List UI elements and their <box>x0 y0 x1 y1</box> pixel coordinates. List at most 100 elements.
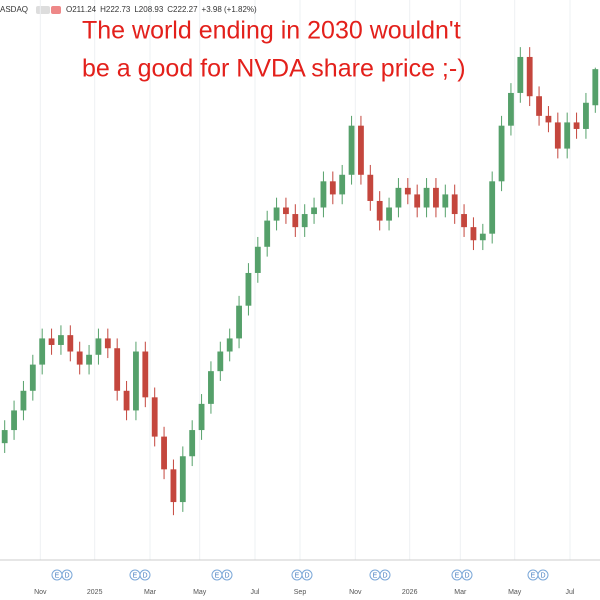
flag-icon <box>36 6 50 14</box>
candle-body <box>114 348 121 391</box>
candle-body <box>489 181 496 234</box>
ohlc-value: H222.73 <box>100 5 131 14</box>
x-tick-label: May <box>193 589 207 596</box>
candle-body <box>189 430 196 457</box>
candle-body <box>67 335 74 352</box>
candle-body <box>423 187 430 208</box>
candle-body <box>376 200 383 221</box>
x-tick-label: Nov <box>34 589 47 596</box>
event-icon-label: D <box>464 572 469 579</box>
event-icon-label: D <box>304 572 309 579</box>
candle-body <box>339 174 346 195</box>
event-icon <box>301 569 313 581</box>
event-icon-label: E <box>215 572 220 579</box>
candle-body <box>142 351 149 398</box>
candle-body <box>470 227 477 241</box>
candle-body <box>554 122 561 149</box>
candle-body <box>245 272 252 306</box>
ohlc-value: L208.93 <box>134 5 163 14</box>
candle-body <box>442 194 449 208</box>
candle-body <box>348 125 355 175</box>
x-tick-label: Nov <box>349 589 362 596</box>
candle-body <box>254 246 261 273</box>
candle-body <box>395 187 402 208</box>
event-icon-label: E <box>455 572 460 579</box>
event-icon-label: D <box>64 572 69 579</box>
candle-body <box>170 469 177 503</box>
candle-body <box>39 338 46 365</box>
candle-body <box>329 181 336 195</box>
candle-body <box>451 194 458 215</box>
candle-body <box>498 125 505 182</box>
candle-body <box>301 214 308 228</box>
candle-body <box>151 397 158 437</box>
candle-body <box>133 351 139 411</box>
candle-body <box>461 214 467 228</box>
event-icon-label: E <box>295 572 300 579</box>
candle-body <box>198 403 205 431</box>
candle-body <box>592 69 599 106</box>
x-tick-label: Mar <box>454 589 467 596</box>
x-tick-label: May <box>508 589 522 596</box>
candle-body <box>358 125 364 175</box>
event-icon <box>461 569 473 581</box>
candle-body <box>583 102 589 129</box>
candle-body <box>273 207 280 221</box>
event-icon <box>379 569 391 581</box>
candle-body <box>76 351 83 365</box>
candle-body <box>386 207 392 221</box>
x-tick-label: 2026 <box>402 589 418 596</box>
candle-body <box>104 338 111 349</box>
event-icon-label: E <box>531 572 536 579</box>
x-tick-label: Jul <box>566 589 575 596</box>
ohlc-value: C222.27 <box>167 5 198 14</box>
candle-body <box>536 96 542 116</box>
candle-body <box>283 207 289 215</box>
event-icon-label: D <box>224 572 229 579</box>
candle-body <box>161 436 167 470</box>
candle-body <box>1 430 8 444</box>
header: ASDAQ <box>0 5 61 14</box>
candle-body <box>479 233 486 241</box>
candle-body <box>123 390 130 411</box>
candle-body <box>367 174 374 201</box>
candle-body <box>526 56 533 97</box>
candle-body <box>179 456 186 503</box>
candle-body <box>48 338 55 345</box>
annotation: be a good for NVDA share price ;-) <box>82 55 466 83</box>
candle-body <box>264 220 271 247</box>
candle-body <box>11 410 17 431</box>
event-icon-label: D <box>540 572 545 579</box>
exchange: ASDAQ <box>0 5 28 14</box>
x-tick-label: 2025 <box>87 589 103 596</box>
change-value: +3.98 (+1.82%) <box>202 5 257 14</box>
candle-body <box>95 338 102 355</box>
event-icon-label: E <box>133 572 138 579</box>
plot <box>1 0 599 560</box>
annotation: The world ending in 2030 wouldn't <box>82 17 461 45</box>
x-tick-label: Sep <box>294 589 307 596</box>
candle-body <box>545 115 552 123</box>
x-tick-label: Mar <box>144 589 157 596</box>
candle-body <box>292 214 299 228</box>
candle-body <box>208 371 214 404</box>
event-icon-label: E <box>373 572 378 579</box>
candle-body <box>20 390 27 411</box>
candle-body <box>433 187 439 208</box>
event-icon <box>139 569 151 581</box>
event-icon-label: D <box>142 572 147 579</box>
candle-body <box>414 194 421 208</box>
candle-body <box>236 305 242 339</box>
candle-body <box>573 122 580 129</box>
candle-body <box>517 56 524 93</box>
event-icon <box>221 569 233 581</box>
x-tick-label: Jul <box>251 589 260 596</box>
candle-body <box>29 364 36 391</box>
candle-body <box>564 122 571 149</box>
event-icon-label: D <box>382 572 387 579</box>
candle-body <box>86 354 92 365</box>
event-icon <box>537 569 549 581</box>
candle-body <box>311 207 317 215</box>
candle-body <box>58 335 64 345</box>
